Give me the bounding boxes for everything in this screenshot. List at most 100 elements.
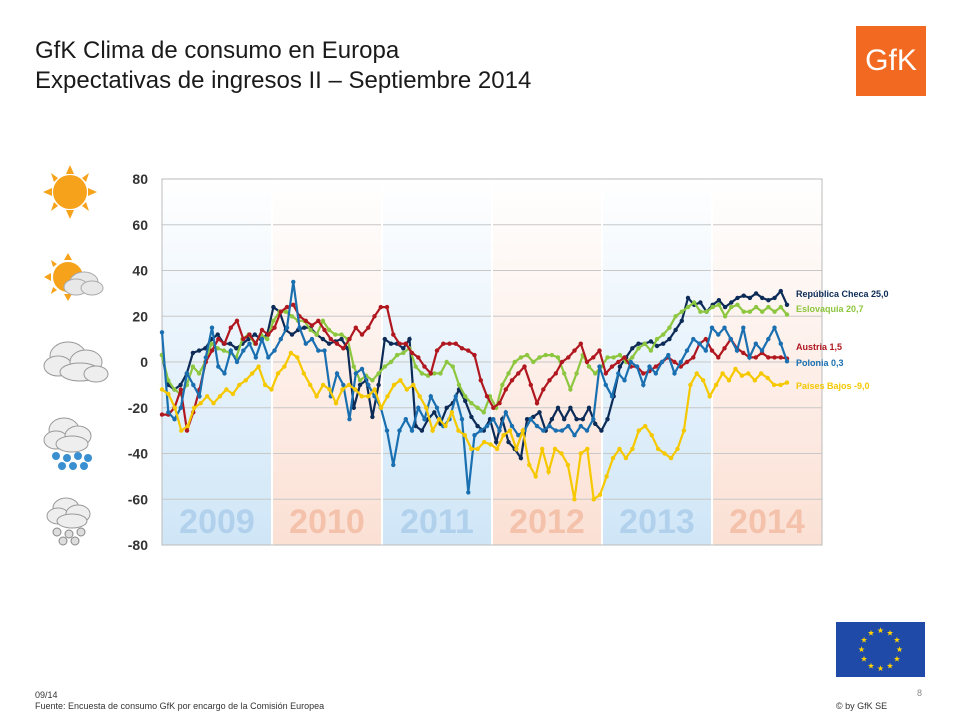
data-point [185, 423, 190, 429]
data-point [691, 336, 696, 342]
data-point [291, 279, 296, 285]
data-point [370, 378, 375, 383]
data-point [403, 417, 408, 422]
data-point [466, 490, 471, 495]
data-point [184, 371, 190, 376]
data-point [611, 355, 616, 360]
data-point [546, 469, 551, 474]
eu-star [886, 629, 894, 636]
data-point [394, 352, 400, 358]
data-point [540, 446, 545, 452]
data-point [216, 336, 221, 342]
data-point [422, 417, 427, 422]
y-tick-label: 40 [132, 263, 148, 279]
data-point [430, 428, 435, 433]
data-point [197, 394, 202, 399]
data-point [692, 300, 697, 305]
data-point [366, 382, 371, 388]
data-point [707, 394, 712, 399]
data-point [196, 348, 202, 353]
data-point [679, 309, 684, 314]
data-point [684, 359, 690, 365]
data-point [326, 341, 332, 346]
data-point [741, 309, 746, 314]
title-line-2: Expectativas de ingresos II – Septiembre… [35, 67, 532, 94]
eu-star [861, 636, 868, 643]
data-point [401, 346, 406, 351]
data-point [704, 309, 709, 314]
data-point [735, 302, 740, 307]
data-point [262, 382, 268, 388]
data-point [630, 355, 635, 360]
data-point [703, 348, 708, 353]
data-point [190, 364, 196, 369]
data-point [685, 295, 691, 301]
data-point [623, 455, 629, 461]
data-point [772, 295, 777, 301]
data-point [628, 359, 633, 365]
data-point [518, 355, 524, 360]
data-point [630, 446, 635, 452]
data-point [741, 325, 746, 330]
data-point [209, 341, 214, 346]
data-point [760, 295, 765, 301]
footer-copyright: © by GfK SE [836, 701, 888, 711]
data-point [500, 382, 505, 388]
data-point [759, 371, 764, 376]
data-point [453, 394, 458, 399]
data-point [271, 304, 276, 310]
data-point [648, 348, 654, 353]
data-point [766, 304, 771, 310]
data-point [655, 446, 661, 452]
data-point [463, 398, 468, 404]
data-point [224, 387, 229, 392]
data-point [654, 336, 660, 342]
data-point [459, 346, 465, 351]
data-point [537, 355, 542, 360]
data-point [641, 382, 646, 388]
data-point [339, 332, 344, 337]
data-point [562, 371, 567, 376]
data-point [397, 428, 402, 433]
data-point [209, 348, 215, 353]
data-point [491, 417, 496, 422]
data-point [698, 309, 703, 314]
data-point [191, 382, 196, 388]
data-point [469, 401, 474, 406]
data-point [450, 364, 455, 369]
data-point [353, 325, 358, 330]
data-point [565, 462, 571, 468]
series-label: Polonia 0,3 [796, 358, 844, 368]
data-point [667, 336, 672, 342]
data-point [694, 371, 699, 376]
data-point [215, 332, 220, 337]
data-point [320, 318, 326, 323]
data-point [617, 446, 622, 452]
data-point [678, 359, 683, 365]
data-point [462, 433, 467, 438]
data-point [666, 352, 671, 358]
data-point [303, 318, 308, 323]
data-point [522, 364, 527, 369]
eu-flag-icon [836, 622, 925, 677]
data-point [503, 410, 508, 415]
data-point [622, 378, 627, 383]
data-point [478, 378, 483, 383]
data-point [302, 325, 307, 330]
data-point [284, 325, 290, 330]
data-point [729, 304, 734, 310]
data-point [416, 405, 421, 410]
data-point [543, 352, 548, 358]
data-point [597, 364, 602, 369]
data-point [259, 327, 265, 333]
data-point [716, 298, 722, 303]
data-point [320, 382, 326, 388]
data-point [237, 382, 242, 388]
data-point [346, 382, 352, 388]
title-line-1: GfK Clima de consumo en Europa [35, 37, 400, 64]
eu-star [893, 636, 900, 643]
y-tick-label: 60 [132, 217, 148, 233]
data-point [559, 451, 564, 456]
data-point [404, 387, 409, 392]
data-point [524, 352, 530, 358]
